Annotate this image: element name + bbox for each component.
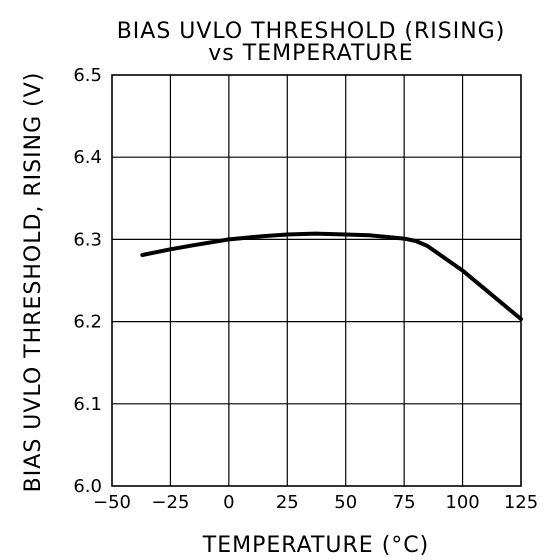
y-tick-label: 6.0 bbox=[73, 476, 102, 497]
x-tick-label: 75 bbox=[393, 492, 416, 513]
x-tick-label: 50 bbox=[334, 492, 357, 513]
chart-subtitle: vs TEMPERATURE bbox=[208, 41, 413, 66]
y-tick-label: 6.2 bbox=[73, 312, 102, 333]
y-tick-label: 6.1 bbox=[73, 394, 102, 415]
grid bbox=[112, 75, 521, 486]
x-tick-labels: −50 −25 0 25 50 75 100 125 bbox=[93, 492, 538, 513]
x-tick-label: 0 bbox=[223, 492, 234, 513]
y-tick-label: 6.4 bbox=[73, 147, 102, 168]
x-tick-label: −25 bbox=[151, 492, 189, 513]
x-tick-label: 25 bbox=[276, 492, 299, 513]
series-layer bbox=[140, 231, 523, 322]
y-tick-label: 6.5 bbox=[73, 65, 102, 86]
x-tick-label: −50 bbox=[93, 492, 131, 513]
y-tick-label: 6.3 bbox=[73, 229, 102, 250]
y-axis-label: BIAS UVLO THRESHOLD, RISING (V) bbox=[21, 72, 46, 493]
series-line bbox=[140, 231, 523, 322]
chart-title: BIAS UVLO THRESHOLD (RISING) bbox=[117, 19, 506, 44]
y-tick-labels: 6.0 6.1 6.2 6.3 6.4 6.5 bbox=[73, 65, 102, 497]
plot-frame bbox=[111, 74, 522, 487]
x-tick-label: 100 bbox=[445, 492, 479, 513]
x-tick-label: 125 bbox=[504, 492, 538, 513]
x-axis-label: TEMPERATURE (°C) bbox=[202, 533, 429, 558]
